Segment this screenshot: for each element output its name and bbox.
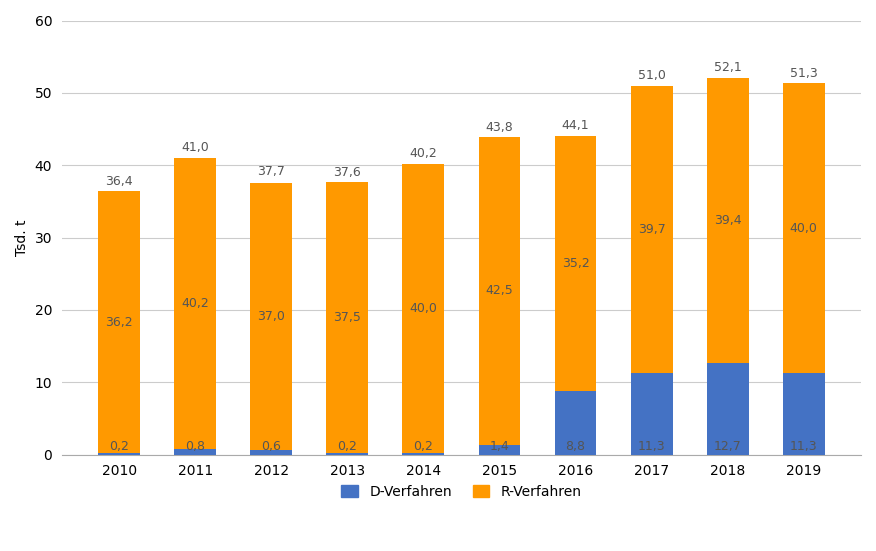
Bar [707,363,749,455]
Text: 44,1: 44,1 [562,119,590,132]
Legend: D-Verfahren, R-Verfahren: D-Verfahren, R-Verfahren [336,479,587,504]
Text: 0,8: 0,8 [185,440,205,452]
Text: 36,2: 36,2 [105,316,133,329]
Text: 40,2: 40,2 [181,297,209,310]
Bar [783,373,824,455]
Bar [251,450,293,455]
Bar [402,453,444,455]
Bar [98,191,140,453]
Text: 52,1: 52,1 [714,61,742,74]
Text: 37,7: 37,7 [258,165,286,179]
Text: 40,0: 40,0 [409,302,437,315]
Bar [555,136,597,391]
Text: 40,2: 40,2 [410,147,437,160]
Text: 37,6: 37,6 [334,166,361,179]
Text: 41,0: 41,0 [181,142,209,154]
Text: 11,3: 11,3 [638,440,666,452]
Bar [251,182,293,450]
Text: 12,7: 12,7 [714,440,742,452]
Text: 0,2: 0,2 [110,440,129,452]
Bar [631,85,673,373]
Bar [174,449,216,455]
Bar [707,78,749,363]
Text: 40,0: 40,0 [790,222,817,235]
Text: 36,4: 36,4 [105,175,133,188]
Text: 37,5: 37,5 [334,311,361,324]
Text: 0,2: 0,2 [413,440,434,452]
Text: 11,3: 11,3 [790,440,817,452]
Bar [402,164,444,453]
Text: 39,4: 39,4 [714,214,741,227]
Text: 8,8: 8,8 [566,440,585,452]
Text: 51,0: 51,0 [638,69,666,82]
Text: 51,3: 51,3 [790,67,817,80]
Text: 42,5: 42,5 [485,284,513,298]
Text: 0,6: 0,6 [261,440,281,452]
Text: 39,7: 39,7 [638,223,666,236]
Bar [327,453,368,455]
Bar [783,83,824,373]
Bar [478,445,520,455]
Text: 1,4: 1,4 [490,440,509,452]
Bar [327,182,368,453]
Text: 35,2: 35,2 [562,257,590,270]
Text: 0,2: 0,2 [337,440,357,452]
Bar [98,453,140,455]
Bar [631,373,673,455]
Text: 37,0: 37,0 [258,310,286,323]
Bar [174,158,216,449]
Text: 43,8: 43,8 [485,121,513,134]
Y-axis label: Tsd. t: Tsd. t [15,219,29,256]
Bar [478,137,520,445]
Bar [555,391,597,455]
